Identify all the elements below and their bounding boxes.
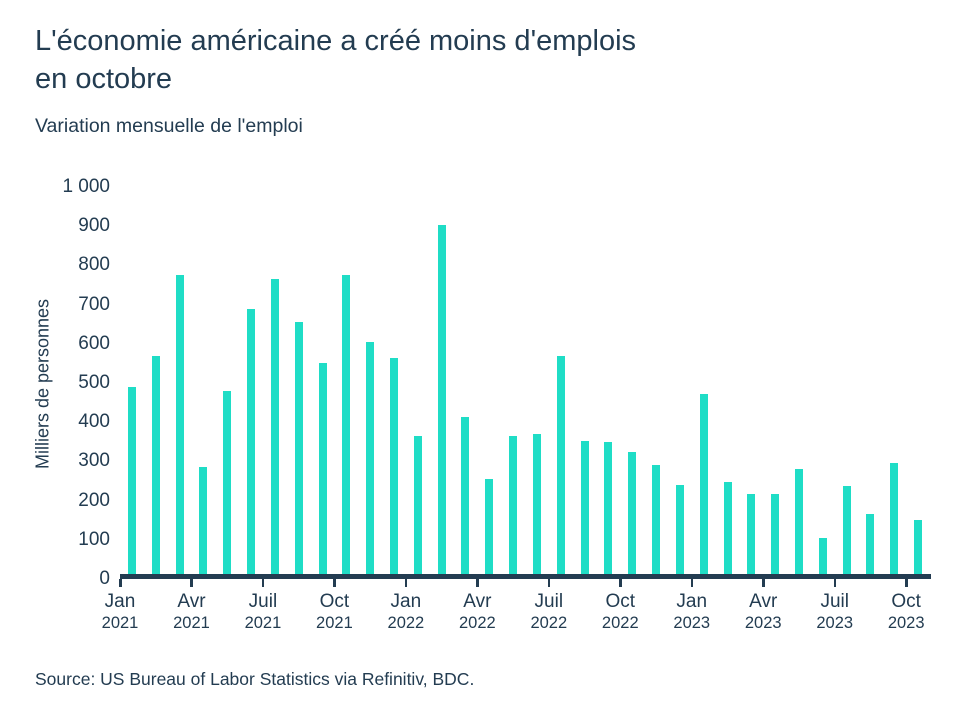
y-tick-label-0: 0 <box>99 568 110 589</box>
x-tick-label-jan-2021: Jan 2021 <box>102 591 139 634</box>
y-tick-label-600: 600 <box>78 332 110 354</box>
x-tick-label-avr-2023: Avr 2023 <box>745 591 782 634</box>
x-tick-label-juil-2022: Juil 2022 <box>530 591 567 634</box>
bar-jan-2022 <box>413 436 422 579</box>
x-tick-year: 2022 <box>601 614 639 632</box>
bar-aout-2022 <box>580 441 589 579</box>
bar-fev-2021 <box>151 355 160 579</box>
y-tick-label-300: 300 <box>78 450 110 472</box>
x-tick-month: Oct <box>891 591 921 612</box>
bar-fev-2023 <box>723 481 732 579</box>
x-tick-year: 2021 <box>316 614 353 632</box>
x-tick-month: Juil <box>534 591 564 612</box>
bar-nov-2022 <box>652 465 661 579</box>
bar-juil-2023 <box>842 486 851 579</box>
x-tick-label-juil-2021: Juil 2021 <box>245 591 282 634</box>
x-tick-year: 2022 <box>387 614 425 632</box>
bar-avr-2021 <box>199 467 208 579</box>
x-tick-month: Juil <box>248 591 278 612</box>
bar-avr-2022 <box>485 479 494 579</box>
x-tick-mark-jan-2021 <box>119 579 122 587</box>
bar-mai-2021 <box>223 390 232 579</box>
bar-fev-2022 <box>437 224 446 579</box>
bar-aout-2021 <box>294 322 303 579</box>
bar-mar-2022 <box>461 416 470 579</box>
bar-avr-2023 <box>771 493 780 579</box>
x-tick-year: 2023 <box>816 614 854 632</box>
x-tick-label-oct-2021: Oct 2021 <box>316 591 353 634</box>
x-tick-month: Juil <box>820 591 849 612</box>
bar-mai-2022 <box>509 436 518 579</box>
x-tick-mark-juil-2022 <box>547 579 551 587</box>
x-axis-line <box>120 574 931 579</box>
bar-dec-2022 <box>675 485 684 579</box>
x-tick-month: Avr <box>463 591 492 612</box>
x-tick-year: 2023 <box>887 614 925 632</box>
bar-mar-2023 <box>747 493 756 579</box>
x-tick-label-jan-2022: Jan 2022 <box>388 591 425 634</box>
x-tick-month: Oct <box>319 591 350 612</box>
x-tick-month: Jan <box>104 591 136 612</box>
bar-nov-2021 <box>366 341 375 579</box>
x-tick-year: 2021 <box>101 614 139 632</box>
x-tick-year: 2022 <box>530 614 568 632</box>
bar-juin-2021 <box>247 308 256 579</box>
y-tick-label-900: 900 <box>78 215 110 237</box>
chart-title: L'économie américaine a créé moins d'emp… <box>35 25 637 96</box>
bar-sep-2023 <box>890 462 899 579</box>
chart-subtitle: Variation mensuelle de l'emploi <box>35 115 303 137</box>
x-tick-month: Oct <box>605 591 636 612</box>
x-tick-month: Jan <box>390 591 422 612</box>
x-tick-month: Jan <box>676 591 708 612</box>
x-tick-mark-oct-2023 <box>905 579 908 587</box>
bar-oct-2021 <box>342 275 351 579</box>
x-tick-year: 2023 <box>744 614 782 632</box>
x-tick-year: 2022 <box>458 614 496 632</box>
y-tick-label-700: 700 <box>78 293 110 315</box>
y-tick-label-400: 400 <box>78 411 110 433</box>
x-tick-label-avr-2022: Avr 2022 <box>459 591 496 634</box>
bar-mai-2023 <box>794 468 803 579</box>
bar-sep-2022 <box>604 441 613 579</box>
bar-oct-2023 <box>914 520 923 579</box>
y-tick-label-100: 100 <box>78 528 110 550</box>
bar-sep-2021 <box>318 363 327 579</box>
x-tick-mark-jan-2023 <box>690 579 694 587</box>
x-tick-mark-oct-2021 <box>333 579 336 587</box>
bar-aout-2023 <box>866 514 875 579</box>
x-tick-label-oct-2023: Oct 2023 <box>888 591 925 634</box>
bar-juil-2021 <box>270 279 279 579</box>
x-tick-mark-avr-2023 <box>762 579 765 587</box>
y-tick-label-800: 800 <box>78 254 110 276</box>
y-tick-label-500: 500 <box>78 372 110 393</box>
x-tick-label-juil-2023: Juil 2023 <box>816 591 853 634</box>
y-tick-label-200: 200 <box>78 489 110 511</box>
x-tick-label-jan-2023: Jan 2023 <box>673 591 710 634</box>
x-tick-mark-avr-2021 <box>190 579 193 587</box>
x-tick-mark-oct-2022 <box>619 579 622 587</box>
bar-juil-2022 <box>556 356 565 579</box>
x-tick-label-avr-2021: Avr 2021 <box>173 591 210 634</box>
x-tick-year: 2023 <box>673 614 711 632</box>
bar-oct-2022 <box>628 451 637 579</box>
x-tick-month: Avr <box>177 591 206 612</box>
bar-mar-2021 <box>175 275 184 579</box>
x-tick-mark-juil-2021 <box>261 579 265 587</box>
x-tick-label-oct-2022: Oct 2022 <box>602 591 639 634</box>
y-tick-label-1000: 1 000 <box>62 176 110 197</box>
x-tick-mark-jan-2022 <box>404 579 408 587</box>
x-tick-mark-avr-2022 <box>476 579 479 587</box>
source-note: Source: US Bureau of Labor Statistics vi… <box>35 669 475 689</box>
bar-jan-2023 <box>699 393 708 579</box>
bar-dec-2021 <box>389 357 398 579</box>
bar-jan-2021 <box>127 386 136 579</box>
bar-juin-2022 <box>532 433 541 579</box>
x-tick-mark-juil-2023 <box>833 579 837 587</box>
bar-juin-2023 <box>818 537 827 579</box>
x-tick-year: 2021 <box>244 614 282 632</box>
x-tick-month: Avr <box>749 591 778 612</box>
x-tick-year: 2021 <box>173 614 210 632</box>
